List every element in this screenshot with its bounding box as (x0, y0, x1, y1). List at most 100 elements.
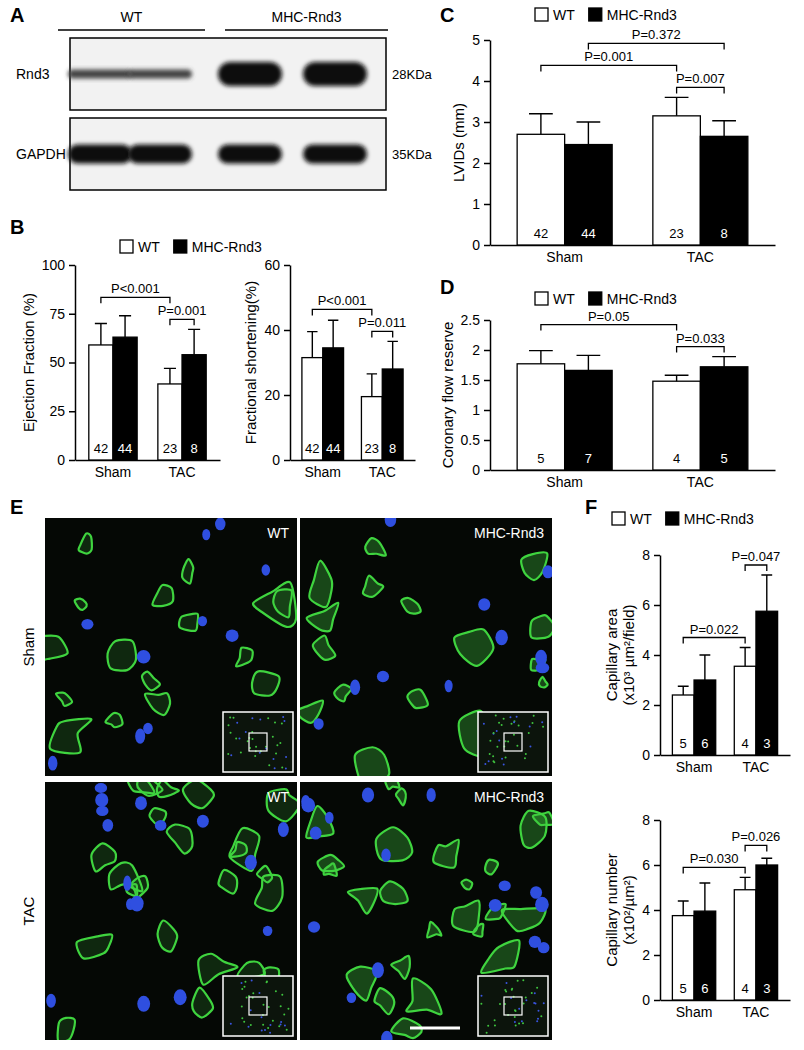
y-tick-label: 60 (264, 257, 280, 273)
y-tick: 8 (642, 812, 660, 828)
bar (734, 890, 756, 1000)
legend-label: MHC-Rnd3 (607, 291, 677, 307)
y-tick-mark (284, 395, 290, 397)
nucleus (362, 787, 374, 802)
inset-dot (503, 718, 505, 720)
bar (700, 367, 748, 470)
inset-dot (236, 722, 238, 724)
nucleus (310, 826, 322, 839)
nucleus (130, 896, 143, 912)
inset (223, 712, 293, 772)
x-tick: Sham (676, 755, 713, 775)
x-tick-label: Sham (304, 464, 341, 480)
y-axis-title: Coronary flow reserve (439, 322, 456, 469)
inset-dot (542, 726, 544, 728)
inset-dot (516, 745, 518, 747)
n-label: 5 (680, 736, 687, 751)
bar (565, 370, 613, 470)
bar (700, 136, 748, 245)
capillary (253, 582, 296, 627)
y-tick: 4 (642, 902, 660, 918)
y-tick-label: 6 (642, 597, 650, 613)
capillary (481, 940, 519, 973)
inset-dot (281, 994, 283, 996)
error-bar (740, 648, 751, 667)
p-value: P=0.001 (584, 49, 633, 64)
y-axis: 0204060 (264, 257, 290, 468)
y-tick-mark (484, 40, 490, 42)
n-label: 8 (720, 226, 727, 241)
nucleus (202, 529, 210, 540)
y-axis-title: Ejection Fraction (%) (20, 293, 37, 432)
y-tick-mark (484, 440, 490, 442)
inset-dot (283, 1014, 285, 1016)
y-tick-mark (69, 362, 75, 364)
nucleus (262, 564, 271, 575)
y-tick-mark (654, 655, 660, 657)
error-bar (328, 320, 338, 348)
capillary (252, 671, 280, 695)
inset-dot (272, 736, 274, 738)
y-tick-mark (654, 1000, 660, 1002)
blot-group-label: WT (121, 9, 143, 25)
inset-dot (238, 737, 240, 739)
y-tick: 40 (264, 322, 290, 338)
inset-dot (280, 1021, 282, 1023)
inset-dot (243, 1021, 245, 1023)
error-bar (761, 858, 772, 865)
error-bar (95, 324, 107, 345)
error-bar (712, 357, 736, 367)
nucleus (347, 993, 357, 1003)
y-tick-mark (69, 460, 75, 462)
inset-dot (534, 992, 536, 994)
n-label: 7 (585, 451, 592, 466)
y-tick-label: 25 (49, 403, 65, 419)
y-tick-mark (654, 865, 660, 867)
inset-dot (536, 987, 538, 989)
y-axis-title: (x10²/µm²) (620, 875, 637, 944)
bracket-line (372, 331, 393, 337)
legend-swatch (120, 240, 133, 253)
nucleus (81, 619, 93, 630)
blot-row-label: Rnd3 (16, 66, 50, 82)
y-tick: 4 (472, 73, 490, 89)
inset-dot (285, 756, 287, 758)
n-label: 6 (701, 981, 708, 996)
inset-dot (515, 1010, 517, 1012)
capillary (485, 860, 498, 875)
n-label: 44 (326, 441, 340, 456)
nucleus (381, 848, 390, 861)
error-bar (577, 122, 601, 145)
x-tick: Sham (304, 460, 341, 480)
y-tick-label: 0.5 (461, 432, 481, 448)
inset-dot (272, 1020, 274, 1022)
inset-dot (537, 1010, 539, 1012)
inset-dot (250, 1024, 252, 1026)
p-value: P=0.05 (588, 309, 630, 324)
legend-swatch (589, 292, 602, 305)
n-label: 5 (537, 451, 544, 466)
y-tick: 100 (42, 257, 75, 273)
significance-bracket: P=0.001 (158, 303, 207, 325)
micrographs: ShamWTMHC-Rnd3TACWTMHC-Rnd3 (20, 513, 554, 1047)
micrograph (45, 782, 297, 1040)
capillary (58, 1018, 75, 1040)
inset-dot (532, 722, 534, 724)
capillary (454, 629, 493, 666)
nucleus (123, 876, 131, 891)
capillary (75, 599, 87, 610)
bar-chart: 00.511.522.5ShamTACCoronary flow reserve… (439, 291, 776, 490)
inset-box (249, 733, 267, 751)
nucleus (325, 812, 334, 824)
bar (517, 134, 565, 245)
capillary (182, 559, 193, 583)
panel-label: E (10, 496, 23, 518)
nucleus (530, 886, 542, 899)
p-value: P=0.007 (676, 71, 725, 86)
inset-dot (244, 981, 246, 983)
significance-bracket: P<0.001 (312, 293, 372, 315)
y-tick-mark (484, 470, 490, 472)
capillary (376, 827, 412, 861)
blot-band (303, 145, 367, 164)
inset-dot (489, 740, 491, 742)
